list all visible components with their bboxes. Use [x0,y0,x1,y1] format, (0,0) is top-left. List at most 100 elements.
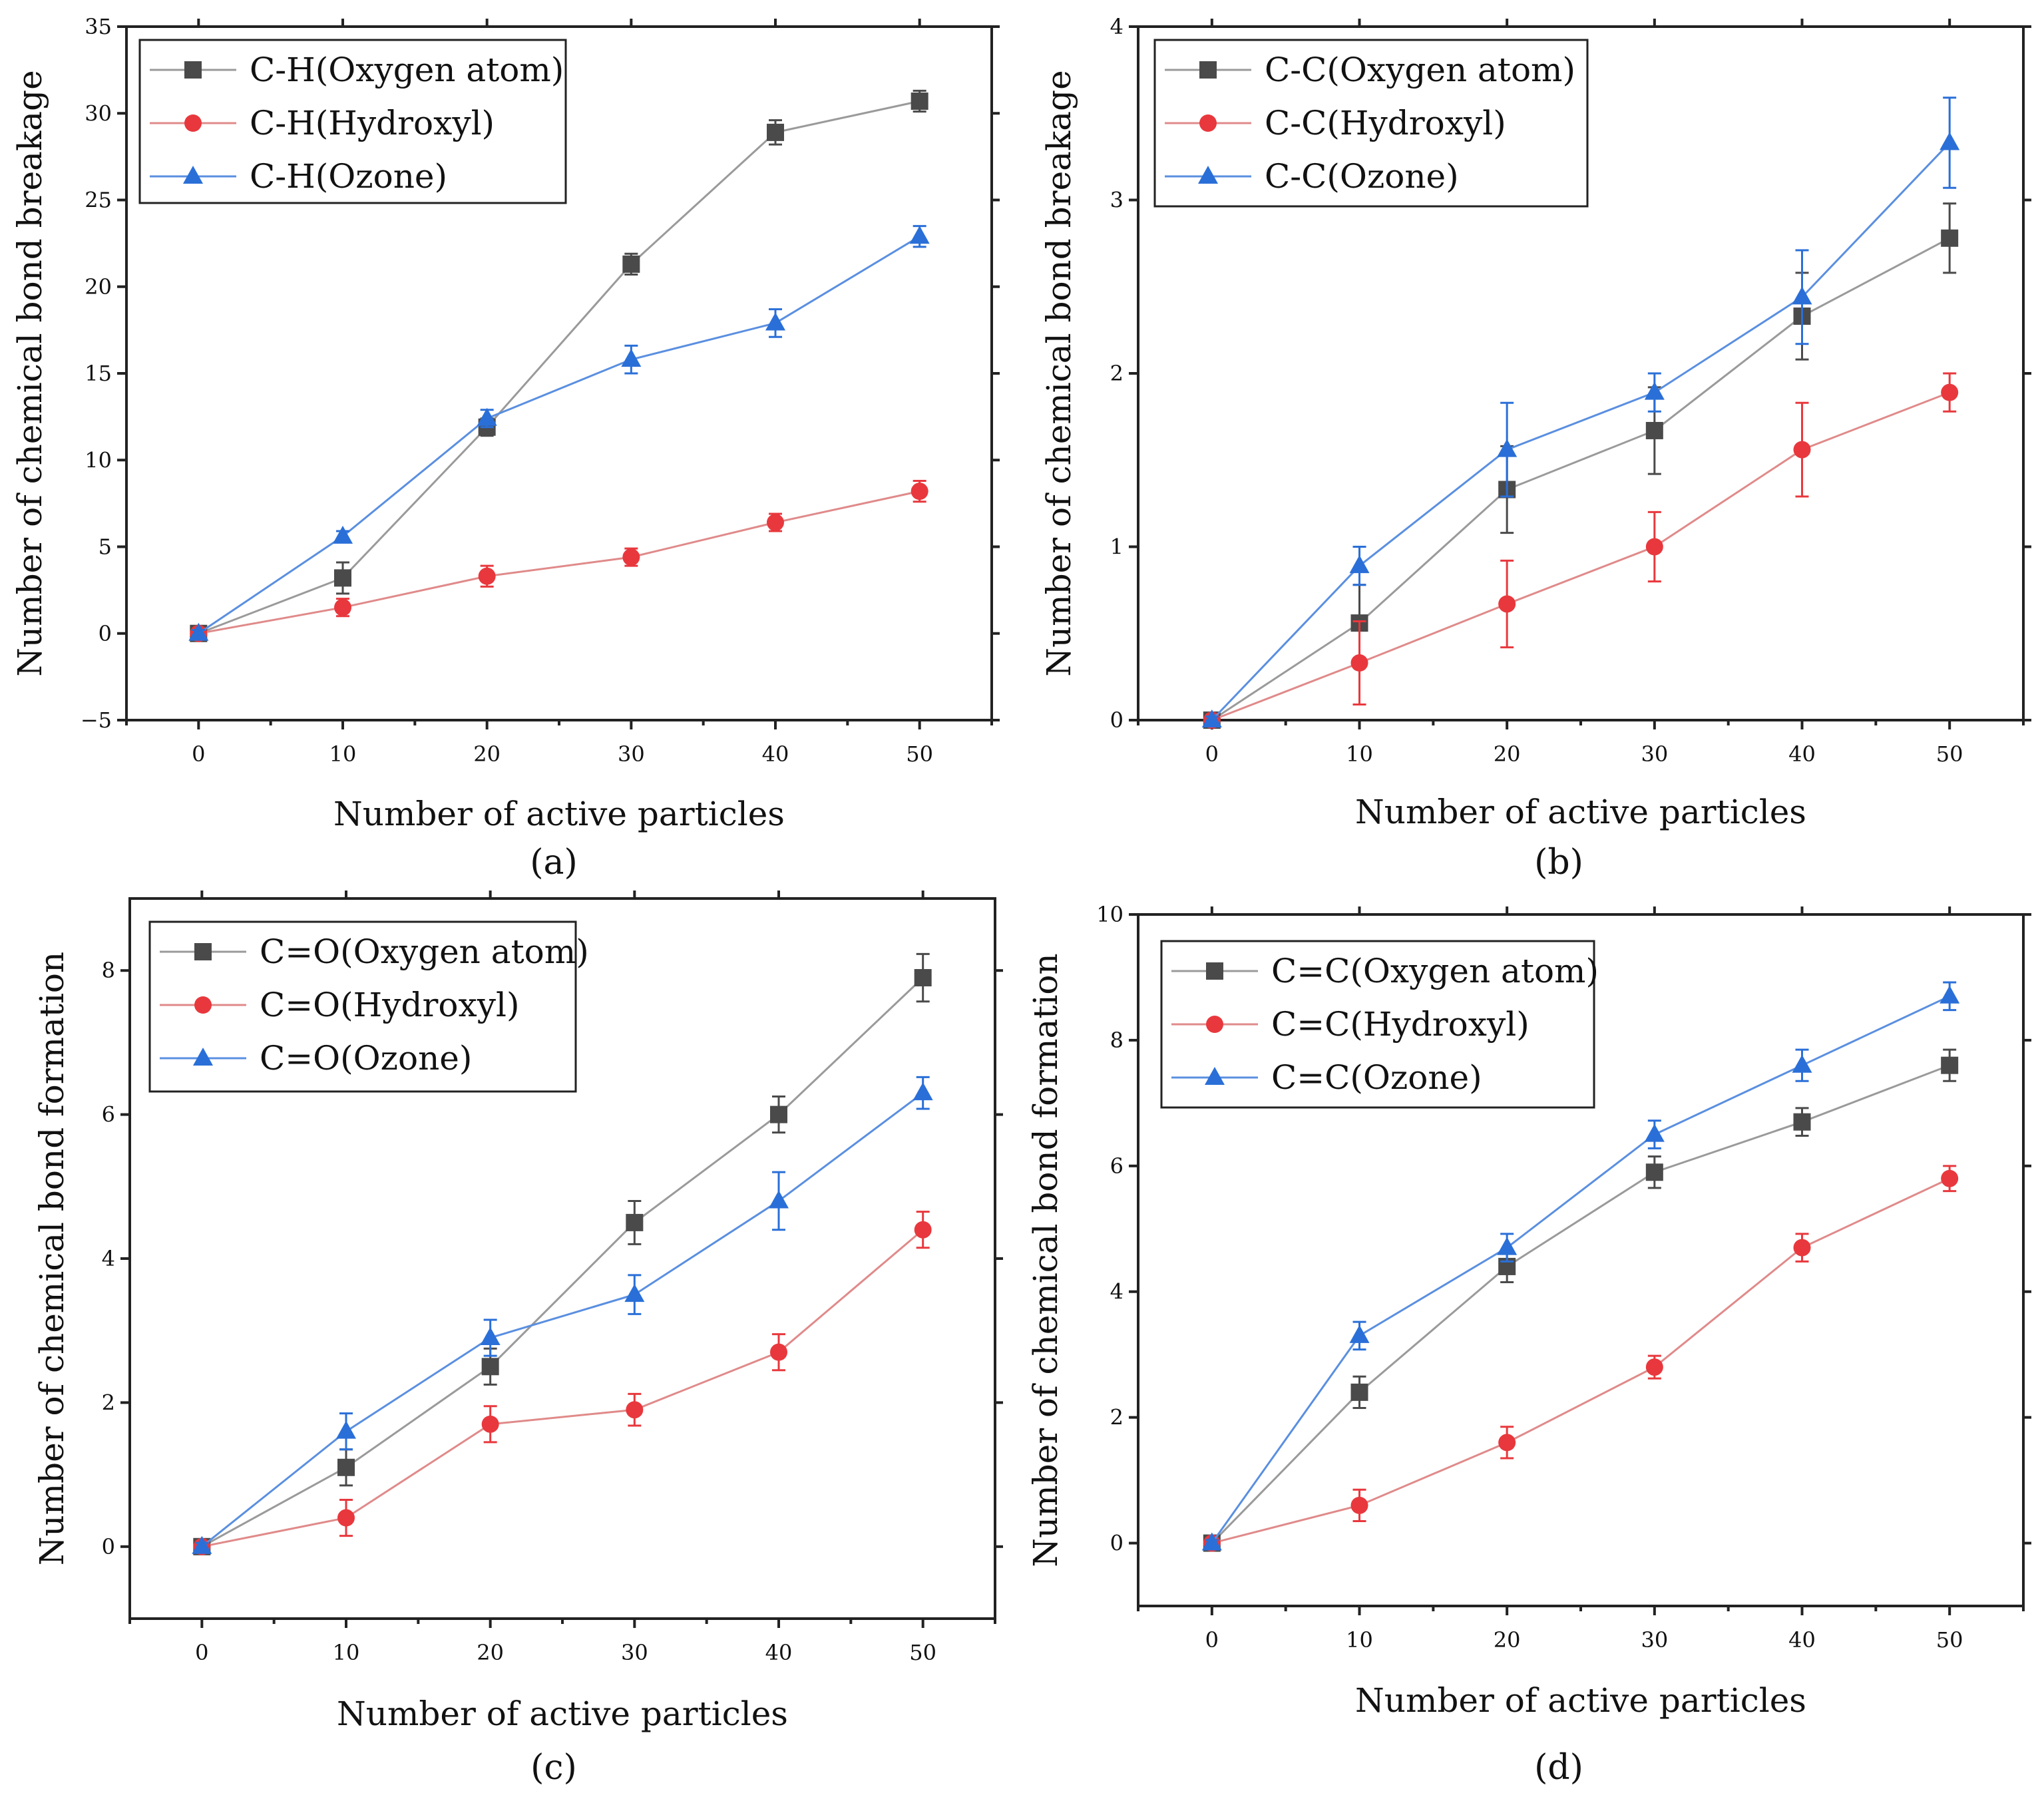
y-tick-label: 5 [99,534,112,560]
y-tick-label: 10 [85,447,112,473]
x-tick-label: 20 [473,741,501,767]
data-point [1941,1056,1959,1074]
data-point [1645,1163,1663,1181]
data-point [1350,654,1368,672]
data-point [1350,1496,1368,1514]
legend-label: C-C(Oxygen atom) [1265,51,1575,89]
data-point [1645,1358,1663,1376]
data-point [1644,1123,1665,1142]
y-tick-label: 1 [1110,534,1124,560]
x-tick-label: 40 [1788,741,1816,767]
legend-item: C=O(Ozone) [160,1039,472,1078]
y-axis-label: Number of chemical bond breakage [1040,70,1078,676]
data-point [626,1213,644,1231]
data-point [765,312,785,331]
legend-item: C-C(Ozone) [1165,157,1459,196]
y-tick-label: 6 [102,1102,115,1127]
legend-item: C=O(Oxygen atom) [160,932,589,971]
legend-item: C-H(Oxygen atom) [150,51,564,89]
data-point [1941,229,1959,247]
data-point [914,969,932,987]
y-tick-label: −5 [81,707,112,733]
legend-label: C=C(Hydroxyl) [1271,1005,1530,1044]
x-tick-label: 30 [618,741,645,767]
data-point [1941,383,1959,401]
data-point [911,93,928,110]
data-point [1645,421,1663,439]
data-point [770,1105,787,1123]
data-point [334,569,351,587]
legend-marker [1206,1016,1223,1033]
y-tick-label: 6 [1110,1153,1124,1179]
legend-marker [1198,166,1218,184]
legend-label: C=O(Oxygen atom) [260,932,589,971]
data-point [1498,1434,1516,1452]
x-tick-label: 20 [1494,1627,1521,1653]
legend-label: C=O(Hydroxyl) [260,986,519,1024]
legend-label: C=C(Oxygen atom) [1271,952,1599,990]
legend-marker [194,943,212,960]
series-ozone [192,1076,933,1554]
legend-marker [1206,962,1223,980]
series-hydroxyl [190,480,928,642]
series-ozone [188,225,930,641]
y-tick-label: 0 [1110,1531,1124,1556]
chart-panel-a: 0 10 20 30 40 50 −5 0 5 10 15 20 25 30 35 Number of act… [11,14,1000,833]
series-line [1211,1177,1950,1544]
series-line [1211,142,1951,721]
y-tick-label: 25 [85,188,112,213]
legend-marker [193,1048,213,1066]
data-point [914,1221,932,1239]
y-tick-label: 4 [1110,1279,1124,1304]
data-point [911,483,928,500]
legend: C-C(Oxygen atom) C-C(Hydroxyl) C-C(Ozone) [1153,39,1589,208]
y-tick-label: 0 [102,1534,115,1559]
data-point [1941,1169,1959,1187]
x-axis-label: Number of active particles [1355,1681,1806,1720]
data-point [1349,1324,1370,1343]
y-tick-label: 3 [1110,188,1124,213]
data-point [1201,709,1222,727]
x-tick-label: 0 [192,741,205,767]
x-tick-label: 50 [1936,1627,1963,1653]
legend-item: C=O(Hydroxyl) [160,986,519,1024]
legend-label: C-C(Ozone) [1265,157,1459,196]
legend-item: C=C(Oxygen atom) [1171,952,1599,990]
series-line [201,1092,924,1547]
data-point [1498,595,1516,613]
legend-label: C-H(Ozone) [250,157,447,196]
x-tick-label: 0 [1205,741,1219,767]
x-tick-label: 0 [1205,1627,1219,1653]
legend-marker [184,61,202,79]
series-line [198,235,920,634]
y-tick-label: 0 [99,621,112,646]
y-tick-label: 35 [85,14,112,39]
data-point [481,1415,499,1433]
data-point [767,514,784,532]
data-point [1201,1532,1222,1551]
y-tick-label: 4 [102,1246,115,1271]
y-tick-label: 20 [85,274,112,299]
y-tick-label: 4 [1110,14,1124,39]
x-tick-label: 50 [909,1640,936,1665]
data-point [1497,1237,1518,1255]
y-tick-label: 8 [1110,1028,1124,1053]
data-point [1792,1054,1812,1073]
legend-marker [194,996,212,1014]
chart-panel-b: 0 10 20 30 40 50 0 1 2 3 4 Number of active particl… [1040,14,2031,831]
data-point [626,1401,644,1419]
data-point [1940,132,1960,150]
y-tick-label: 2 [102,1390,115,1415]
y-axis-label: Number of chemical bond breakage [11,70,49,676]
series-ozone [1201,97,1960,727]
series-line [1211,391,1950,721]
y-tick-label: 2 [1110,1405,1124,1430]
x-tick-label: 10 [1346,1627,1373,1653]
data-point [1793,1113,1811,1131]
chart-panel-d: 0 10 20 30 40 50 0 2 4 6 8 10 Number of active parti… [1026,902,2031,1720]
x-tick-label: 30 [621,1640,648,1665]
panel-caption-c: (c) [530,1748,577,1788]
legend-item: C=C(Hydroxyl) [1171,1005,1530,1044]
data-point [1940,985,1960,1004]
